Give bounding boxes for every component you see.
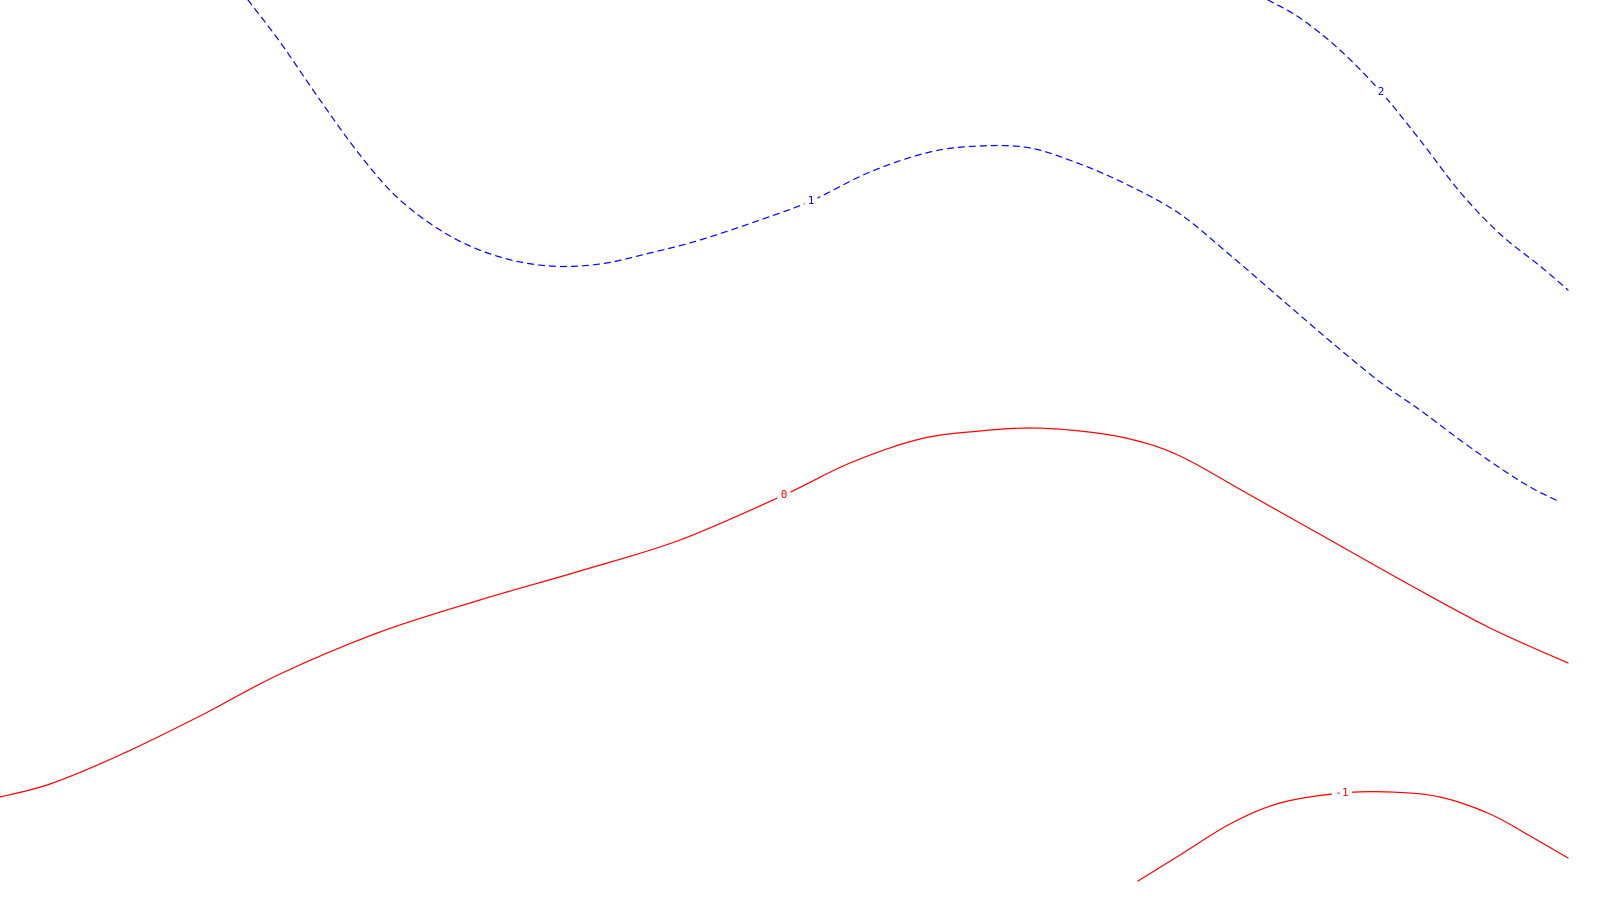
contour-line-level-1 — [247, 0, 1561, 503]
contour-label-level-0: 0 — [781, 488, 788, 501]
contour-lines: 2 1 0 -1 — [0, 0, 1569, 882]
contour-line-level-0 — [0, 427, 1569, 798]
contour-label-background — [777, 489, 791, 501]
contour-label-level-2: 2 — [1378, 85, 1385, 98]
contour-label-background — [804, 195, 818, 207]
contour-line-level--1 — [1137, 790, 1569, 882]
contour-line-level-2 — [1267, 0, 1569, 291]
contour-label-level--1: -1 — [1335, 786, 1348, 799]
contour-label-background — [1374, 86, 1388, 98]
contour-label-level-1: 1 — [808, 194, 815, 207]
contour-label-background — [1332, 787, 1352, 799]
